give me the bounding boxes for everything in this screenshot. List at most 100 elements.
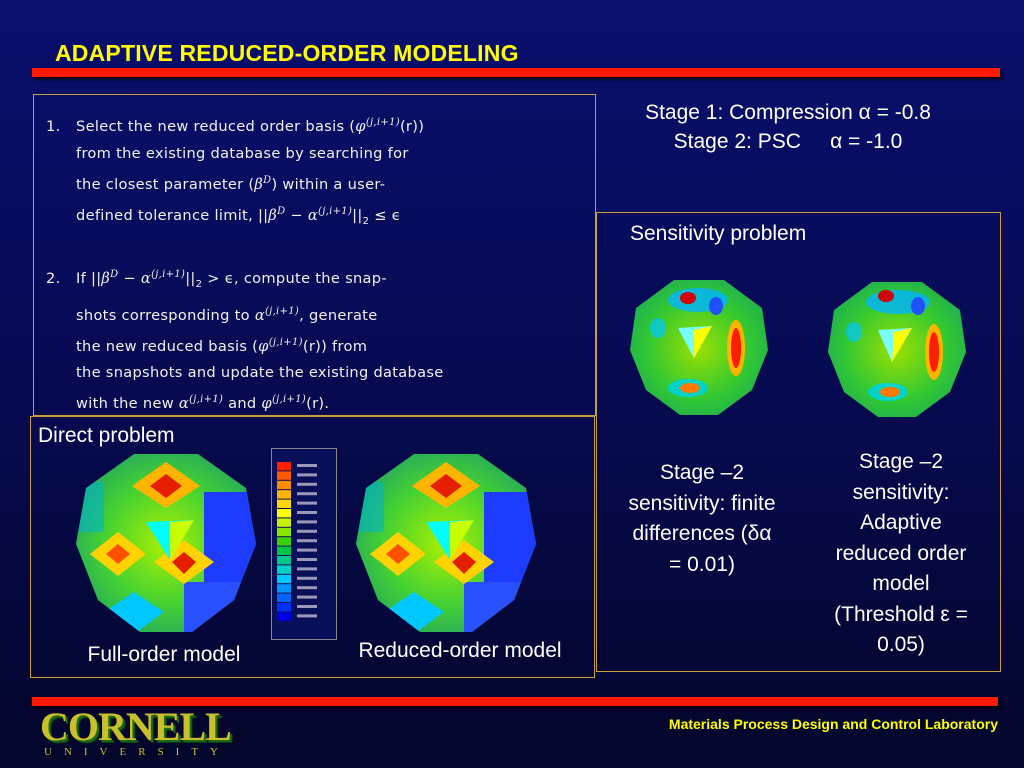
step-2-text: with the new bbox=[76, 395, 179, 413]
caption-line: = 0.01) bbox=[669, 552, 735, 576]
norm-bars: || bbox=[352, 206, 363, 224]
legend-swatch bbox=[277, 490, 291, 499]
caption-line: Stage –2 bbox=[659, 461, 745, 484]
alpha-symbol: α bbox=[254, 306, 265, 324]
legend-tick-label bbox=[297, 576, 317, 580]
caption-line: model bbox=[872, 572, 930, 595]
caption-full-order-model: Full-order model bbox=[87, 643, 241, 666]
legend-swatch bbox=[277, 480, 291, 490]
legend-tick-label bbox=[297, 492, 317, 496]
legend-swatch bbox=[277, 509, 291, 518]
superscript: (j,i+1) bbox=[271, 394, 307, 406]
caption-line: 0.05) bbox=[877, 633, 925, 656]
superscript: D bbox=[277, 205, 286, 217]
caption-line: Adaptive bbox=[860, 511, 942, 534]
superscript: (j,i+1) bbox=[264, 305, 300, 317]
cornell-logo: CORNELL UNIVERSITY bbox=[40, 704, 232, 758]
legend-tick-label bbox=[297, 473, 317, 477]
legend-tick-label bbox=[297, 501, 317, 505]
legend-swatch bbox=[277, 462, 291, 471]
subscript: 2 bbox=[195, 278, 203, 290]
caption-line: sensitivity: finite bbox=[628, 491, 776, 515]
algorithm-step-2: 2. If ||βD − α(j,i+1)||2 > ϵ, compute the… bbox=[46, 261, 444, 417]
bottom-divider-bar bbox=[32, 697, 998, 706]
superscript: (j,i+1) bbox=[318, 205, 353, 217]
footer-lab-name: Materials Process Design and Control Lab… bbox=[668, 716, 998, 732]
legend-tick-label bbox=[297, 529, 317, 533]
beta-symbol: β bbox=[254, 175, 264, 193]
legend-tick-label bbox=[297, 464, 317, 467]
stage-1-line: Stage 1: Compression α = -0.8 bbox=[645, 101, 931, 124]
step-2-text: (r)) from bbox=[302, 337, 368, 355]
legend-tick-label bbox=[297, 558, 317, 561]
step-2-text: shots corresponding to bbox=[76, 306, 255, 324]
top-divider-bar bbox=[32, 68, 1000, 77]
legend-tick-label bbox=[297, 539, 317, 543]
alpha-symbol: − α bbox=[118, 269, 152, 287]
step-1-number: 1. bbox=[46, 117, 61, 135]
step-2-text: the new reduced basis ( bbox=[76, 337, 259, 355]
step-1-text: defined tolerance limit, || bbox=[76, 206, 269, 224]
full-order-model-plot bbox=[76, 454, 256, 632]
norm-bars: || bbox=[185, 269, 196, 287]
sensitivity-label: Sensitivity problem bbox=[630, 222, 807, 245]
phi-symbol: φ bbox=[261, 395, 272, 413]
legend-tick-label bbox=[297, 595, 317, 599]
direct-problem-box bbox=[30, 416, 595, 678]
beta-symbol: β bbox=[268, 206, 278, 224]
legend-tick-label bbox=[297, 520, 317, 524]
superscript: (j,i+1) bbox=[268, 336, 303, 348]
legend-swatch bbox=[277, 612, 291, 621]
step-1-text: ) within a user- bbox=[271, 175, 386, 193]
legend-swatch bbox=[277, 574, 291, 584]
legend-swatch bbox=[277, 499, 291, 508]
superscript: (j,i+1) bbox=[189, 394, 224, 406]
stage-2-line: Stage 2: PSC α = -1.0 bbox=[673, 130, 903, 153]
legend-swatch bbox=[277, 556, 291, 565]
reduced-order-model-plot bbox=[356, 454, 536, 632]
legend-tick-label bbox=[297, 548, 317, 552]
alpha-symbol: α bbox=[178, 395, 190, 413]
legend-swatch bbox=[277, 603, 291, 612]
algorithm-box: 1. Select the new reduced order basis (φ(… bbox=[33, 94, 596, 416]
legend-tick-label bbox=[297, 482, 317, 486]
step-2-text: the snapshots and update the existing da… bbox=[76, 364, 444, 382]
legend-swatch bbox=[277, 471, 291, 480]
algorithm-step-1: 1. Select the new reduced order basis (φ(… bbox=[46, 109, 424, 234]
phi-symbol: φ bbox=[355, 117, 366, 135]
stage-parameters: Stage 1: Compression α = -0.8 Stage 2: P… bbox=[608, 98, 968, 156]
caption-reduced-order-model: Reduced-order model bbox=[358, 639, 562, 662]
step-1-text: from the existing database by searching … bbox=[76, 144, 409, 162]
superscript: (j,i+1) bbox=[151, 269, 186, 280]
legend-swatch bbox=[277, 584, 291, 593]
direct-problem-label: Direct problem bbox=[38, 424, 175, 447]
caption-line: Stage –2 bbox=[858, 450, 944, 473]
step-1-text: ≤ ϵ bbox=[369, 206, 401, 224]
step-2-text: > ϵ, compute the snap- bbox=[202, 269, 387, 287]
step-1-text: (r)) bbox=[399, 117, 425, 135]
legend-swatch bbox=[277, 537, 291, 546]
caption-line: sensitivity: bbox=[852, 480, 950, 504]
alpha-symbol: − α bbox=[285, 206, 319, 224]
legend-swatch bbox=[277, 527, 291, 537]
caption-adaptive-rom: Stage –2 sensitivity: Adaptive reduced o… bbox=[808, 447, 994, 661]
step-2-text: (r). bbox=[306, 395, 330, 413]
phi-symbol: φ bbox=[258, 337, 269, 355]
legend-swatch bbox=[277, 518, 291, 527]
superscript: D bbox=[263, 174, 272, 186]
step-2-number: 2. bbox=[46, 269, 61, 287]
legend-tick-label bbox=[297, 567, 317, 571]
slide-title: ADAPTIVE REDUCED-ORDER MODELING bbox=[55, 40, 519, 66]
superscript: D bbox=[110, 269, 119, 280]
step-2-text: , generate bbox=[299, 306, 378, 324]
legend-swatch bbox=[277, 565, 291, 574]
logo-wordmark: CORNELL bbox=[40, 704, 232, 749]
step-1-text: Select the new reduced order basis ( bbox=[76, 117, 356, 135]
sensitivity-box bbox=[596, 212, 1001, 672]
contour-color-legend bbox=[271, 448, 337, 640]
subscript: 2 bbox=[362, 215, 370, 227]
sensitivity-finite-difference-plot bbox=[630, 280, 768, 415]
superscript: (j,i+1) bbox=[365, 117, 400, 128]
step-2-text: and bbox=[223, 395, 262, 413]
caption-line: (Threshold ε = bbox=[834, 602, 968, 626]
